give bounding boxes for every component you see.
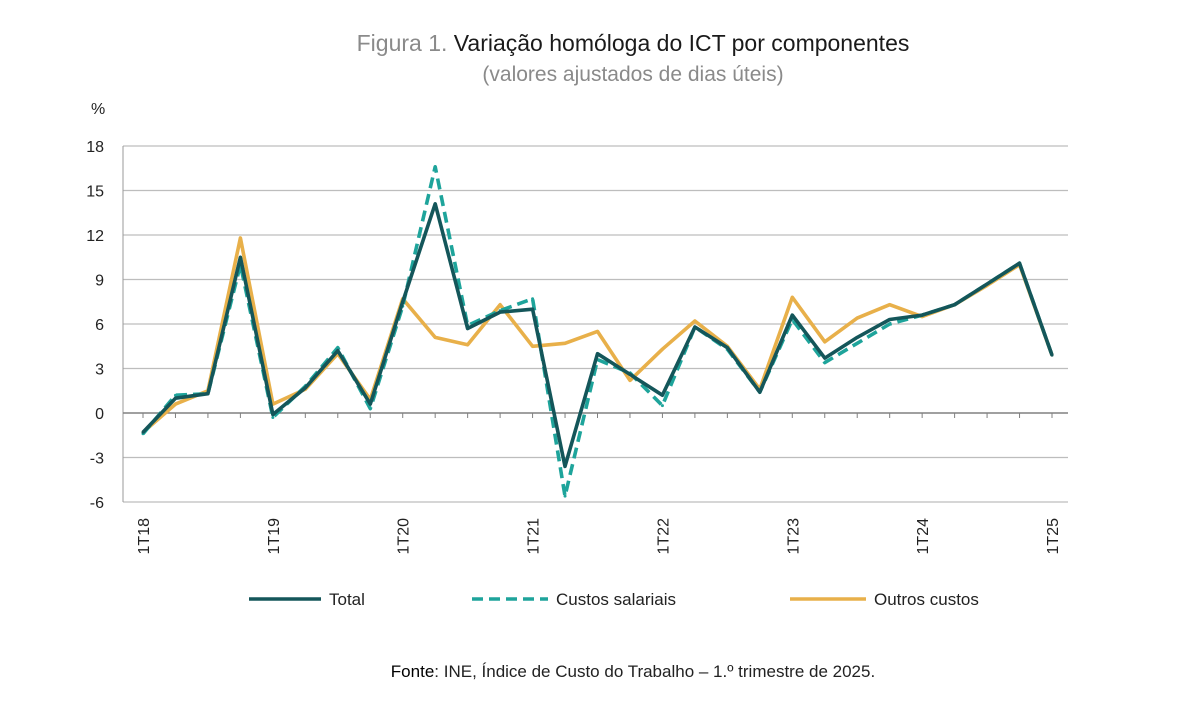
legend-item-outros-custos: Outros custos — [790, 590, 979, 609]
legend-item-custos-salariais: Custos salariais — [472, 590, 676, 609]
y-tick-label: 6 — [95, 317, 104, 334]
data-point — [433, 335, 437, 339]
data-point — [206, 392, 210, 396]
data-point — [238, 255, 242, 259]
y-tick-label: -6 — [90, 495, 104, 512]
y-axis-unit: % — [91, 101, 105, 118]
x-tick-label-1T21: 1T21 — [526, 518, 543, 555]
data-point — [888, 318, 892, 322]
source-note: Fonte: INE, Índice de Custo do Trabalho … — [0, 662, 1200, 682]
data-point — [660, 347, 664, 351]
legend-label: Outros custos — [874, 590, 979, 609]
data-point — [466, 326, 470, 330]
chart-title-prefix: Figura 1. — [356, 30, 448, 56]
data-point — [271, 415, 275, 419]
data-point — [855, 335, 859, 339]
data-point — [920, 313, 924, 317]
data-point — [790, 295, 794, 299]
legend: Total Custos salariais Outros custos — [249, 590, 979, 609]
data-point — [823, 361, 827, 365]
data-point — [596, 329, 599, 333]
data-point — [498, 303, 502, 307]
x-tick-label-1T19: 1T19 — [266, 518, 283, 555]
data-point — [563, 341, 567, 345]
x-tick-label-1T22: 1T22 — [655, 518, 672, 555]
data-point — [628, 378, 632, 382]
data-point — [596, 352, 599, 356]
data-point — [888, 322, 892, 326]
data-point — [433, 202, 437, 206]
x-tick-label-1T25: 1T25 — [1045, 518, 1062, 555]
data-point — [953, 303, 957, 307]
x-tick-label-1T24: 1T24 — [915, 518, 932, 555]
data-point — [498, 310, 502, 314]
data-point — [531, 297, 535, 301]
data-point — [855, 341, 859, 345]
legend-item-total: Total — [249, 590, 365, 609]
data-point — [985, 282, 989, 286]
data-point — [823, 356, 827, 360]
data-point — [823, 340, 827, 344]
y-tick-label: 18 — [86, 139, 104, 156]
y-tick-label: 3 — [95, 362, 104, 379]
data-point — [368, 407, 372, 411]
data-series — [141, 165, 1054, 498]
data-point — [758, 390, 762, 394]
y-tick-label: 0 — [95, 406, 104, 423]
series-line-total — [141, 202, 1054, 469]
data-point — [888, 303, 892, 307]
data-point — [466, 343, 470, 347]
data-point — [660, 393, 664, 397]
legend-label: Total — [329, 590, 365, 609]
data-point — [563, 494, 567, 498]
data-point — [271, 412, 275, 416]
data-point — [336, 346, 340, 350]
data-point — [303, 386, 307, 390]
y-tick-label: 12 — [86, 228, 104, 245]
data-point — [531, 307, 535, 311]
data-point — [693, 319, 697, 323]
data-point — [725, 346, 729, 350]
grid-lines — [123, 145, 1068, 503]
chart-title: Figura 1. Variação homóloga do ICT por c… — [0, 28, 1200, 58]
data-point — [531, 344, 535, 348]
chart-subtitle: (valores ajustados de dias úteis) — [482, 63, 784, 86]
y-tick-label: 9 — [95, 273, 104, 290]
legend-label: Custos salariais — [556, 590, 676, 609]
data-point — [628, 372, 632, 376]
data-point — [238, 236, 242, 240]
data-point — [336, 349, 340, 353]
x-tick-label-1T18: 1T18 — [136, 518, 153, 555]
x-tick-label-1T20: 1T20 — [396, 518, 413, 555]
data-point — [433, 165, 437, 169]
chart-title-main: Variação homóloga do ICT por componentes — [453, 30, 910, 56]
data-point — [141, 430, 145, 434]
chart-title-block: Figura 1. Variação homóloga do ICT por c… — [0, 28, 1200, 90]
data-point — [660, 404, 664, 408]
axes: -6 -3 0 3 6 9 12 15 18% 1T18 1T19 1T20 1T21 1T22 1T23 1… — [86, 101, 1068, 554]
data-point — [1018, 261, 1022, 265]
data-point — [173, 393, 177, 397]
source-label: Fonte — [390, 662, 435, 681]
data-point — [368, 402, 372, 406]
series-line-outros-custos — [141, 236, 1054, 434]
data-point — [563, 464, 567, 468]
y-tick-label: 15 — [86, 184, 104, 201]
data-point — [693, 325, 697, 329]
data-point — [173, 396, 177, 400]
data-point — [855, 316, 859, 320]
x-tick-label-1T23: 1T23 — [785, 518, 802, 555]
y-tick-label: -3 — [90, 451, 104, 468]
data-point — [790, 313, 794, 317]
data-point — [173, 402, 177, 406]
source-text: : INE, Índice de Custo do Trabalho – 1.º… — [434, 662, 876, 681]
data-point — [401, 300, 405, 304]
data-point — [1050, 353, 1054, 357]
